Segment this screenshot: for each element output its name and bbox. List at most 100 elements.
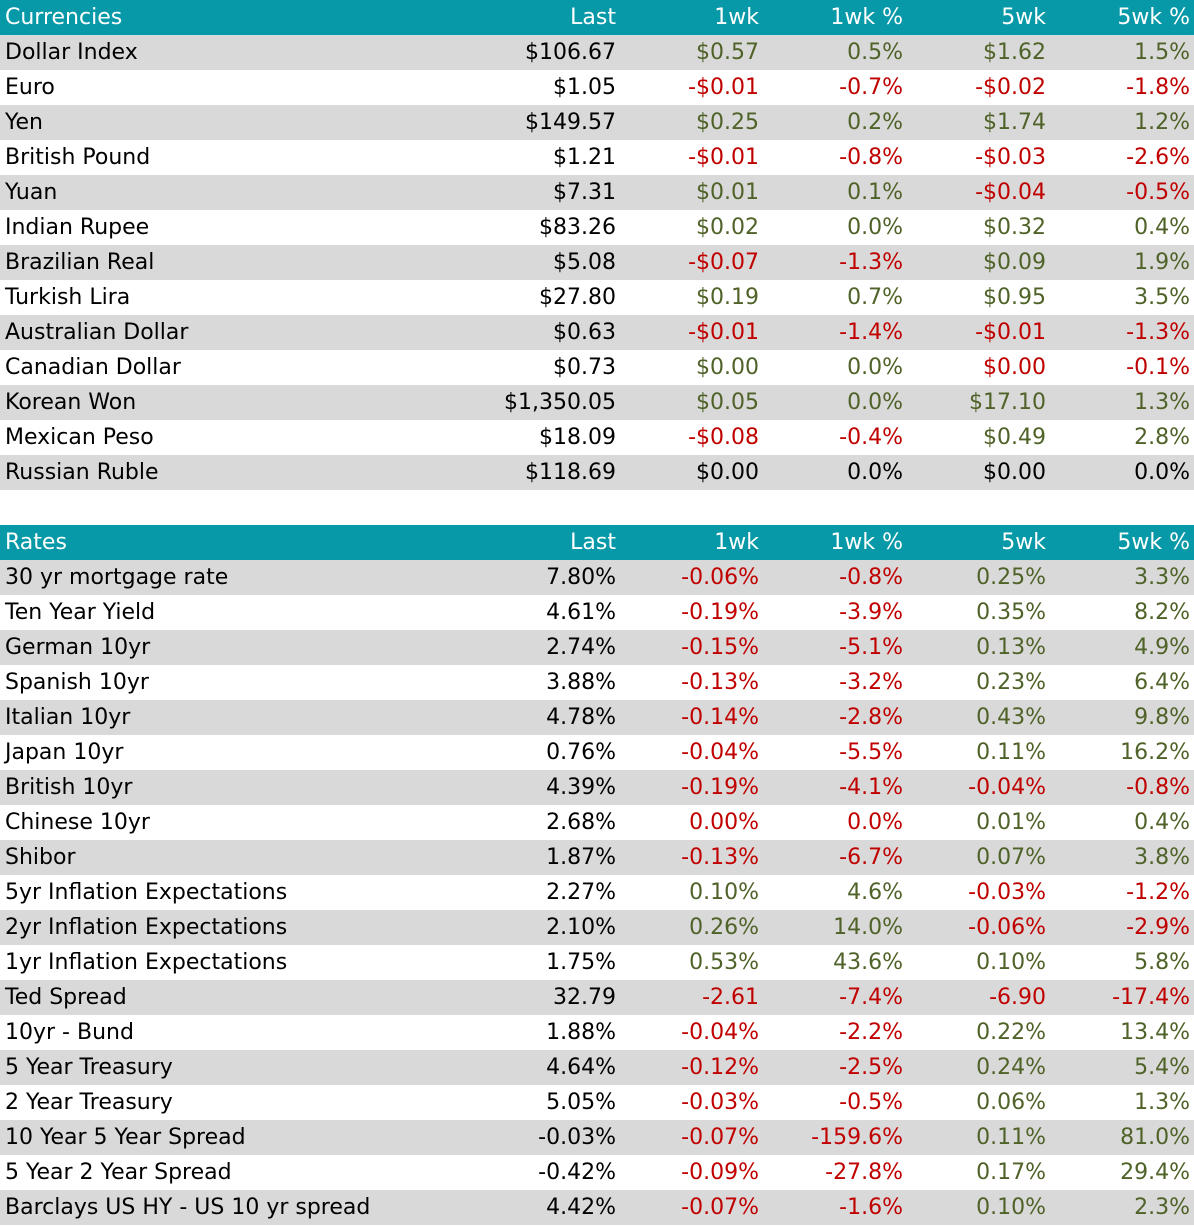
cell-5wk: -$0.02: [975, 75, 1046, 100]
cell-5wk: 0.01%: [976, 810, 1046, 835]
cell-last: 1.87%: [480, 840, 620, 875]
cell-last: 4.78%: [480, 700, 620, 735]
cell-1wk-pct: 0.0%: [763, 455, 907, 490]
cell-1wk-pct: 0.2%: [763, 105, 907, 140]
cell-last: $83.26: [539, 215, 616, 240]
cell-last: $1,350.05: [480, 385, 620, 420]
cell-5wk: $0.49: [983, 425, 1046, 450]
cell-1wk-pct: -4.1%: [763, 770, 907, 805]
row-label: Chinese 10yr: [5, 810, 150, 835]
cell-5wk: -0.06%: [907, 910, 1050, 945]
cell-5wk: 0.17%: [976, 1160, 1046, 1185]
cell-5wk-pct: 0.0%: [1050, 455, 1194, 490]
cell-5wk: -$0.04: [907, 175, 1050, 210]
cell-1wk-pct: -3.9%: [839, 600, 903, 625]
currencies-title: Currencies: [0, 0, 480, 35]
cell-1wk-pct: -2.2%: [839, 1020, 903, 1045]
cell-5wk-pct: -17.4%: [1050, 980, 1194, 1015]
table-row: Turkish Lira $27.80 $0.19 0.7% $0.95 3.5%: [0, 280, 1194, 315]
cell-5wk: -$0.01: [907, 315, 1050, 350]
row-label: Brazilian Real: [0, 245, 480, 280]
row-label: Dollar Index: [0, 35, 480, 70]
cell-1wk: -$0.08: [688, 425, 759, 450]
cell-5wk: 0.24%: [907, 1050, 1050, 1085]
row-label: British Pound: [5, 145, 151, 170]
cell-5wk: -$0.03: [975, 145, 1046, 170]
cell-5wk: 0.07%: [907, 840, 1050, 875]
cell-last: 7.80%: [480, 560, 620, 595]
row-label: Italian 10yr: [0, 700, 480, 735]
rates-header-row: Rates Last 1wk 1wk % 5wk 5wk %: [0, 525, 1194, 560]
cell-5wk: 0.11%: [976, 740, 1046, 765]
table-row: Australian Dollar $0.63 -$0.01 -1.4% -$0.01-…: [0, 315, 1194, 350]
cell-1wk: -0.19%: [620, 770, 763, 805]
currencies-section: Currencies Last 1wk 1wk % 5wk 5wk % Doll…: [0, 0, 1194, 490]
table-row: 10yr - Bund 1.88% -0.04% -2.2% 0.22% 13.4%: [0, 1015, 1194, 1050]
cell-5wk-pct: -1.3%: [1050, 315, 1194, 350]
cell-5wk-pct: 6.4%: [1134, 670, 1190, 695]
cell-5wk-pct: -1.2%: [1126, 880, 1190, 905]
cell-5wk: 0.22%: [976, 1020, 1046, 1045]
cell-5wk-pct: 1.5%: [1050, 35, 1194, 70]
cell-1wk: 0.00%: [689, 810, 759, 835]
cell-5wk: 0.35%: [976, 600, 1046, 625]
table-row: Russian Ruble $118.69 $0.00 0.0% $0.00 0.0%: [0, 455, 1194, 490]
cell-1wk: 0.10%: [689, 880, 759, 905]
cell-5wk-pct: -0.1%: [1126, 355, 1190, 380]
cell-5wk-pct: 3.3%: [1050, 560, 1194, 595]
cell-1wk: -$0.07: [620, 245, 763, 280]
cell-5wk-pct: 5.4%: [1050, 1050, 1194, 1085]
row-label: Ten Year Yield: [5, 600, 156, 625]
table-row: Barclays US HY - US 10 yr spread 4.42% -0.…: [0, 1190, 1194, 1225]
cell-5wk-pct: 1.3%: [1134, 1090, 1190, 1115]
cell-last: $0.63: [480, 315, 620, 350]
spacer-row: [0, 490, 1194, 525]
table-row: German 10yr 2.74% -0.15% -5.1% 0.13% 4.9%: [0, 630, 1194, 665]
cell-1wk-pct: 0.0%: [763, 385, 907, 420]
table-row: 10 Year 5 Year Spread -0.03% -0.07% -159.6%…: [0, 1120, 1194, 1155]
table-row: Mexican Peso $18.09 -$0.08 -0.4% $0.49 2.8%: [0, 420, 1194, 455]
cell-last: 2.68%: [546, 810, 616, 835]
cell-1wk-pct: 14.0%: [763, 910, 907, 945]
cell-last: -0.03%: [480, 1120, 620, 1155]
spacer-cell: [0, 490, 1194, 525]
cell-last: -0.42%: [538, 1160, 616, 1185]
cell-5wk: $1.74: [907, 105, 1050, 140]
cell-5wk-pct: 0.4%: [1134, 810, 1190, 835]
cell-5wk: 0.13%: [907, 630, 1050, 665]
cell-5wk-pct: 3.8%: [1050, 840, 1194, 875]
cell-5wk-pct: 3.5%: [1134, 285, 1190, 310]
table-row: 5yr Inflation Expectations 2.27% 0.10% 4.6%…: [0, 875, 1194, 910]
cell-last: 4.42%: [480, 1190, 620, 1225]
row-label: 10yr - Bund: [5, 1020, 134, 1045]
row-label: 30 yr mortgage rate: [0, 560, 480, 595]
cell-5wk: 0.10%: [907, 1190, 1050, 1225]
cell-1wk: $0.01: [620, 175, 763, 210]
cell-last: 32.79: [480, 980, 620, 1015]
cell-5wk: 0.25%: [907, 560, 1050, 595]
cell-5wk-pct: 1.3%: [1050, 385, 1194, 420]
cell-last: 4.61%: [546, 600, 616, 625]
cell-5wk-pct: 29.4%: [1120, 1160, 1190, 1185]
cell-1wk-pct: -5.1%: [763, 630, 907, 665]
currencies-header-row: Currencies Last 1wk 1wk % 5wk 5wk %: [0, 0, 1194, 35]
cell-5wk-pct: 0.4%: [1134, 215, 1190, 240]
table-row: Ted Spread 32.79 -2.61 -7.4% -6.90 -17.4%: [0, 980, 1194, 1015]
cell-1wk: 0.53%: [689, 950, 759, 975]
row-label: Russian Ruble: [0, 455, 480, 490]
cell-1wk-pct: -0.7%: [839, 75, 903, 100]
column-header-last: Last: [480, 525, 620, 560]
cell-1wk: $0.57: [620, 35, 763, 70]
cell-5wk: $0.95: [983, 285, 1046, 310]
table-row: 30 yr mortgage rate 7.80% -0.06% -0.8% 0.25%…: [0, 560, 1194, 595]
cell-5wk-pct: 5.8%: [1134, 950, 1190, 975]
table-row: British Pound $1.21 -$0.01 -0.8% -$0.03 -2.6%: [0, 140, 1194, 175]
cell-5wk-pct: -0.8%: [1050, 770, 1194, 805]
cell-1wk-pct: -2.8%: [763, 700, 907, 735]
cell-5wk: 0.10%: [976, 950, 1046, 975]
column-header-1wk-pct: 1wk %: [763, 525, 907, 560]
cell-last: $0.73: [553, 355, 616, 380]
row-label: Korean Won: [0, 385, 480, 420]
cell-last: 4.39%: [480, 770, 620, 805]
table-row: Chinese 10yr 2.68% 0.00% 0.0% 0.01% 0.4%: [0, 805, 1194, 840]
